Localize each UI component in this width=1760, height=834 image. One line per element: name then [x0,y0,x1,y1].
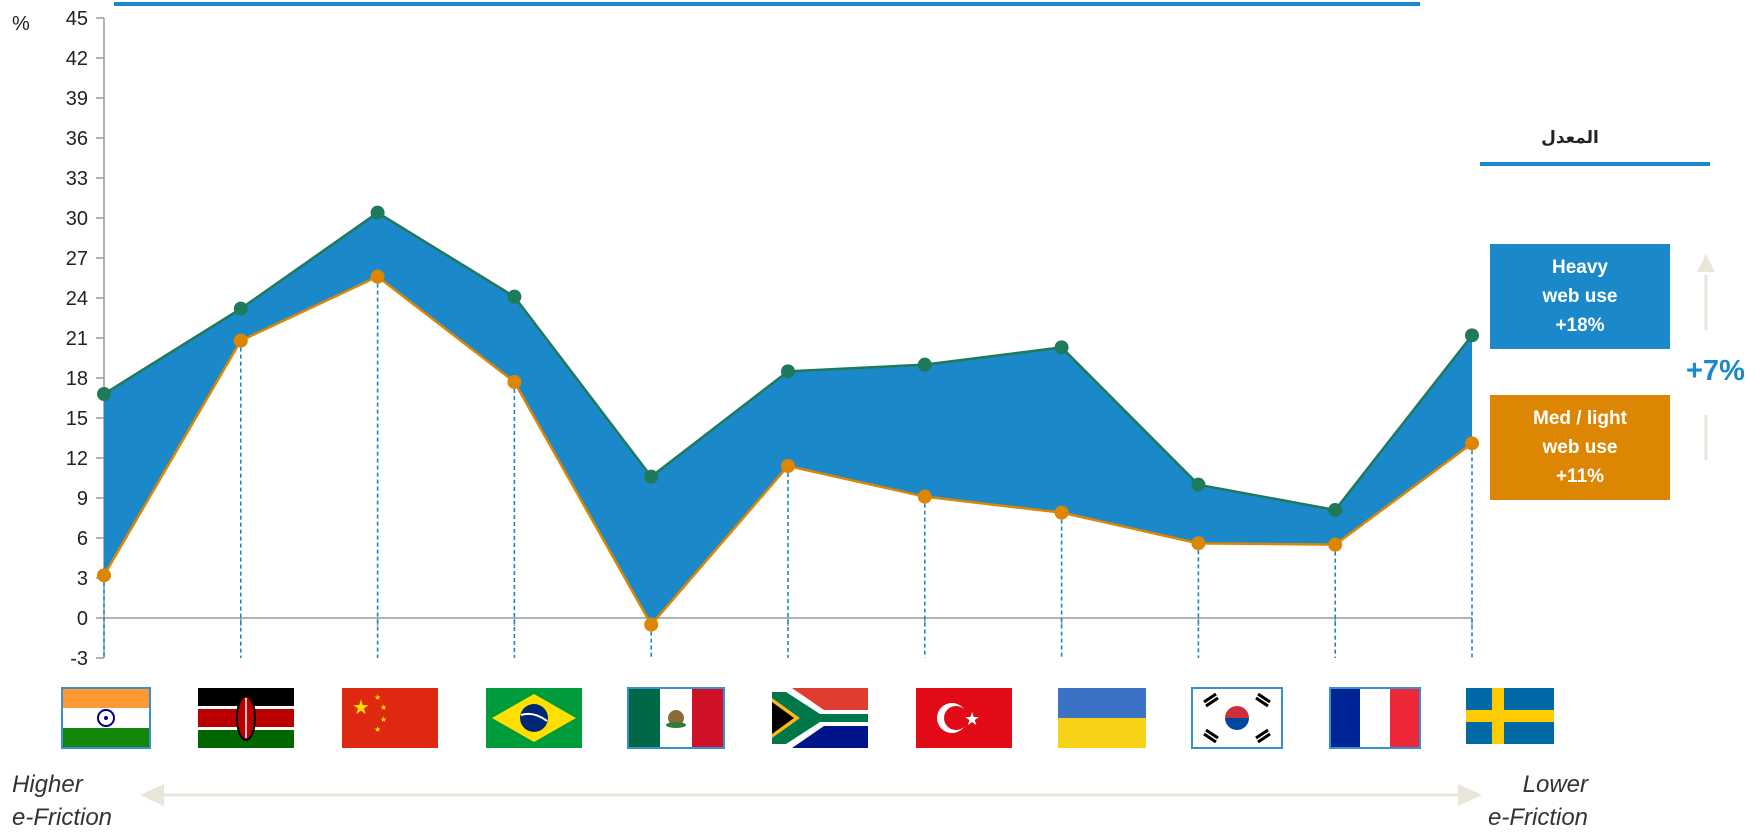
south-africa-flag [772,688,868,748]
country-flags: ★ ★★ ★★ ★ [61,687,1554,749]
y-tick-label: 36 [66,128,88,150]
svg-text:★: ★ [380,703,387,712]
y-tick-label: 45 [66,8,88,30]
heavy-data-point [1054,340,1069,355]
light-data-point [370,269,385,284]
svg-text:★: ★ [352,697,370,719]
y-tick-label: 15 [66,408,88,430]
light-legend-line-2: web use [1542,437,1618,458]
y-tick-label: 42 [66,48,88,70]
svg-text:★: ★ [380,715,387,724]
y-tick-label: 21 [66,328,88,350]
lower-friction-line-2: e-Friction [1488,804,1589,831]
heavy-legend-line-1: Heavy [1552,257,1608,278]
light-data-point [1465,436,1479,451]
y-tick-label: 0 [77,608,88,630]
difference-label: +7% [1686,355,1745,387]
y-tick-label: 33 [66,168,88,190]
heavy-legend-value: +18% [1555,315,1605,336]
higher-friction-line-2: e-Friction [12,804,113,831]
china-flag: ★ ★★ ★★ [342,688,438,748]
light-series-points [97,269,1479,632]
turkey-flag: ★ [916,688,1012,748]
y-tick-label: 9 [77,488,88,510]
sweden-flag [1466,688,1554,744]
brazil-flag [486,688,582,748]
y-tick-label: 27 [66,248,88,270]
svg-text:★: ★ [374,725,381,734]
x-ticks [240,618,1473,626]
light-legend-value: +11% [1555,466,1605,487]
heavy-data-point [1465,328,1479,343]
light-data-point [781,459,795,473]
difference-arrow [1697,254,1715,460]
heavy-web-use-legend: Heavy web use +18% [1490,244,1670,349]
friction-arrow [140,784,1482,806]
heavy-data-point [1191,477,1206,492]
light-data-point [233,333,248,348]
y-unit-label: % [12,13,30,35]
heavy-data-point [781,364,795,379]
y-tick-label: 3 [77,568,88,590]
kenya-flag [198,688,294,748]
heavy-data-point [917,357,932,372]
heavy-data-point [507,289,522,304]
heavy-data-point [233,301,248,316]
y-tick-label: -3 [70,648,88,670]
light-data-point [1191,536,1206,551]
light-data-point [644,617,659,632]
y-tick-label: 18 [66,368,88,390]
light-data-point [1328,537,1343,552]
y-tick-label: 12 [66,448,88,470]
india-flag [61,687,151,749]
light-data-point [507,375,522,389]
heavy-data-point [97,387,111,401]
y-tick-label: 24 [66,288,88,310]
average-line [1480,162,1710,166]
light-legend-line-1: Med / light [1533,408,1627,429]
lower-friction-line-1: Lower [1522,771,1589,798]
light-data-point [917,489,932,504]
svg-text:★: ★ [374,693,381,702]
y-tick-label: 30 [66,208,88,230]
average-label: المعدل [1541,128,1599,148]
light-web-use-legend: Med / light web use +11% [1490,395,1670,500]
lower-friction-label: Lower e-Friction [1488,768,1588,834]
light-data-point [97,568,111,583]
gap-area [104,212,1472,625]
svg-text:★: ★ [964,709,980,729]
mexico-flag [627,687,725,749]
heavy-data-point [644,469,659,484]
heavy-legend-line-2: web use [1542,286,1618,307]
south-korea-flag [1191,687,1283,749]
ukraine-flag [1058,688,1146,748]
france-flag [1329,687,1421,749]
heavy-data-point [1328,503,1343,517]
drop-lines [103,276,1473,658]
heavy-data-point [370,205,385,220]
light-data-point [1054,505,1069,520]
higher-friction-label: Higher e-Friction [12,768,112,834]
y-tick-label: 6 [77,528,88,550]
y-tick-label: 39 [66,88,88,110]
heavy-series-points [97,205,1479,517]
higher-friction-line-1: Higher [12,771,83,798]
